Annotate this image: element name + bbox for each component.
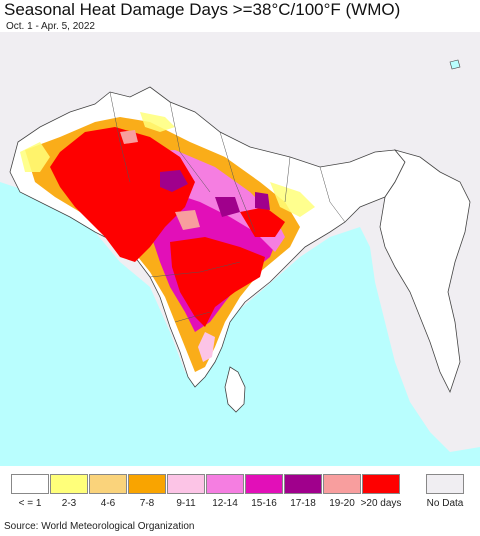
legend-swatch [89, 474, 127, 494]
state-borders [109, 91, 346, 323]
zone-17-18 [160, 170, 270, 217]
source-note: Source: World Meteorological Organizatio… [4, 521, 195, 532]
legend-label: 9-11 [176, 498, 196, 509]
legend-no-data-label: No Data [426, 498, 464, 509]
legend-label: 12-14 [212, 498, 238, 509]
zone-9-11 [198, 332, 215, 362]
legend-label: 2-3 [61, 498, 77, 509]
legend-label: 4-6 [100, 498, 116, 509]
legend-swatch [323, 474, 361, 494]
zone-over-20-east [240, 207, 285, 237]
zone-over-20-central [170, 237, 265, 327]
map-canvas [0, 32, 480, 466]
legend-label: 19-20 [329, 498, 355, 509]
zone-19-20 [120, 130, 200, 230]
legend-label: >20 days [360, 498, 402, 509]
legend-swatch [245, 474, 283, 494]
legend-label: 15-16 [251, 498, 277, 509]
map-subtitle: Oct. 1 - Apr. 5, 2022 [6, 21, 95, 32]
legend-swatch [128, 474, 166, 494]
legend-swatch [284, 474, 322, 494]
zone-over-20 [50, 127, 195, 262]
legend-swatch [362, 474, 400, 494]
map-area [0, 32, 480, 466]
legend-label: 17-18 [290, 498, 316, 509]
legend-swatch [206, 474, 244, 494]
legend-no-data-swatch [426, 474, 464, 494]
zone-2-3 [20, 112, 315, 217]
legend-label: < = 1 [18, 498, 42, 509]
legend-swatch [167, 474, 205, 494]
legend-swatch [50, 474, 88, 494]
legend-swatch [11, 474, 49, 494]
small-island [449, 59, 461, 70]
legend: < = 1 2-3 4-6 7-8 9-11 12-14 15-16 17-18… [11, 474, 471, 514]
sri-lanka [224, 366, 246, 413]
arabian-sea [0, 182, 480, 466]
map-title: Seasonal Heat Damage Days >=38°C/100°F (… [4, 0, 401, 19]
legend-label: 7-8 [139, 498, 155, 509]
myanmar-land [379, 149, 471, 394]
